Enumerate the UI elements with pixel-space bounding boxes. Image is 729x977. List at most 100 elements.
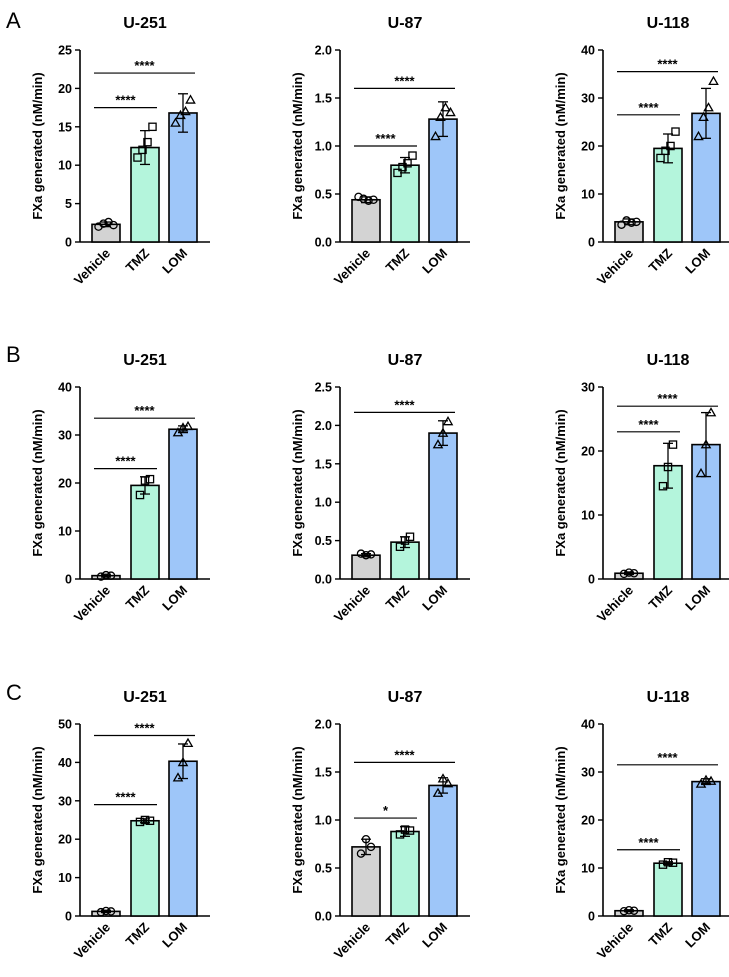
y-axis-label: FXa generated (nM/min) bbox=[290, 72, 305, 219]
data-point bbox=[629, 906, 639, 915]
data-point bbox=[619, 906, 629, 916]
y-axis-label: FXa generated (nM/min) bbox=[30, 72, 45, 219]
x-tick-label-tmz: TMZ bbox=[646, 245, 676, 275]
y-tick-label: 0 bbox=[65, 573, 72, 587]
y-tick-label: 20 bbox=[581, 445, 595, 459]
panel-b-u-251: U-251 FXa generated (nM/min) 0 10 20 30 40 Vehi… bbox=[30, 352, 210, 625]
y-tick-label: 0 bbox=[588, 236, 595, 250]
data-point bbox=[172, 772, 184, 782]
panel-b-u-87: U-87 FXa generated (nM/min) 0.0 0.5 1.0 1.5 2.… bbox=[290, 352, 470, 625]
data-point bbox=[430, 130, 441, 141]
x-tick-label-tmz: TMZ bbox=[383, 919, 413, 949]
data-point bbox=[435, 111, 446, 121]
bar-vehicle bbox=[351, 198, 381, 243]
x-tick-label-lom: LOM bbox=[682, 920, 713, 951]
data-point bbox=[182, 420, 194, 431]
data-point bbox=[700, 774, 712, 784]
y-tick-label: 25 bbox=[58, 44, 72, 58]
significance-label: **** bbox=[134, 58, 155, 73]
significance-label: **** bbox=[134, 721, 155, 736]
significance-label: **** bbox=[115, 454, 136, 469]
data-point bbox=[408, 151, 417, 160]
data-point bbox=[693, 130, 704, 141]
significance-label: **** bbox=[638, 417, 659, 432]
data-point bbox=[106, 571, 116, 580]
data-point bbox=[700, 439, 712, 449]
y-tick-label: 5 bbox=[65, 197, 72, 211]
significance-label: **** bbox=[115, 790, 136, 805]
data-point bbox=[369, 195, 378, 205]
data-point bbox=[658, 860, 668, 869]
x-tick-label-vehicle: Vehicle bbox=[71, 920, 113, 962]
bar-lom bbox=[168, 760, 198, 917]
data-point bbox=[432, 439, 444, 449]
panel-c-u-87: U-87 FXa generated (nM/min) 0.0 0.5 1.0 1.5 2.… bbox=[290, 689, 470, 962]
data-point bbox=[705, 407, 717, 417]
row-label-c: C bbox=[6, 680, 22, 705]
data-point bbox=[668, 858, 678, 867]
x-tick-label-tmz: TMZ bbox=[646, 919, 676, 949]
data-point bbox=[145, 474, 155, 484]
bar-tmz bbox=[130, 484, 160, 580]
bar-lom bbox=[428, 784, 458, 917]
x-tick-label-lom: LOM bbox=[682, 246, 713, 277]
y-tick-label: 50 bbox=[58, 718, 72, 732]
y-tick-label: 10 bbox=[58, 871, 72, 885]
data-point bbox=[182, 737, 194, 747]
y-tick-label: 0 bbox=[65, 910, 72, 924]
data-point bbox=[663, 857, 673, 867]
data-point bbox=[138, 145, 147, 155]
x-tick-label-vehicle: Vehicle bbox=[594, 583, 636, 625]
y-axis-label: FXa generated (nM/min) bbox=[30, 409, 45, 556]
x-tick-label-vehicle: Vehicle bbox=[594, 920, 636, 962]
significance-label: **** bbox=[638, 835, 659, 850]
data-point bbox=[403, 159, 412, 168]
data-point bbox=[668, 440, 678, 449]
data-point bbox=[627, 218, 636, 228]
data-point bbox=[177, 756, 189, 767]
data-point bbox=[445, 106, 456, 117]
y-tick-label: 40 bbox=[581, 44, 595, 58]
y-tick-label: 15 bbox=[58, 120, 72, 134]
x-tick-label-lom: LOM bbox=[159, 920, 190, 951]
y-tick-label: 20 bbox=[581, 814, 595, 828]
data-point bbox=[364, 196, 373, 205]
y-tick-label: 30 bbox=[58, 794, 72, 808]
panel-a-u-87: U-87 FXa generated (nM/min) 0.0 0.5 1.0 1.5 2.… bbox=[290, 15, 470, 288]
y-tick-label: 0.0 bbox=[315, 573, 332, 587]
y-tick-label: 1.0 bbox=[315, 814, 332, 828]
bar-vehicle bbox=[351, 846, 381, 917]
data-point bbox=[393, 168, 402, 178]
bar-tmz bbox=[390, 830, 420, 917]
data-point bbox=[170, 117, 181, 127]
data-point bbox=[96, 907, 106, 917]
chart-title: U-118 bbox=[647, 689, 690, 706]
data-point bbox=[658, 481, 668, 491]
significance-label: **** bbox=[657, 750, 678, 765]
y-tick-label: 30 bbox=[581, 92, 595, 106]
x-tick-label-lom: LOM bbox=[419, 246, 450, 277]
data-point bbox=[133, 153, 142, 162]
y-axis-label: FXa generated (nM/min) bbox=[290, 409, 305, 556]
panel-a-u-118: U-118 FXa generated (nM/min) 0 10 20 30 40 Vehi… bbox=[553, 15, 729, 288]
y-axis-label: FXa generated (nM/min) bbox=[290, 746, 305, 893]
bar-tmz bbox=[653, 862, 683, 917]
data-point bbox=[101, 906, 111, 916]
y-tick-label: 10 bbox=[581, 862, 595, 876]
chart-title: U-118 bbox=[647, 352, 690, 369]
y-axis-label: FXa generated (nM/min) bbox=[553, 409, 568, 556]
y-tick-label: 10 bbox=[581, 188, 595, 202]
y-axis-label: FXa generated (nM/min) bbox=[30, 746, 45, 893]
data-point bbox=[172, 427, 184, 437]
x-tick-label-tmz: TMZ bbox=[383, 582, 413, 612]
y-tick-label: 10 bbox=[581, 509, 595, 523]
data-point bbox=[622, 216, 631, 225]
data-point bbox=[135, 817, 145, 827]
data-point bbox=[354, 192, 363, 202]
x-tick-label-lom: LOM bbox=[419, 583, 450, 614]
x-tick-label-tmz: TMZ bbox=[383, 245, 413, 275]
bar-tmz bbox=[390, 164, 420, 243]
data-point bbox=[624, 905, 634, 915]
y-tick-label: 0.5 bbox=[315, 188, 332, 202]
